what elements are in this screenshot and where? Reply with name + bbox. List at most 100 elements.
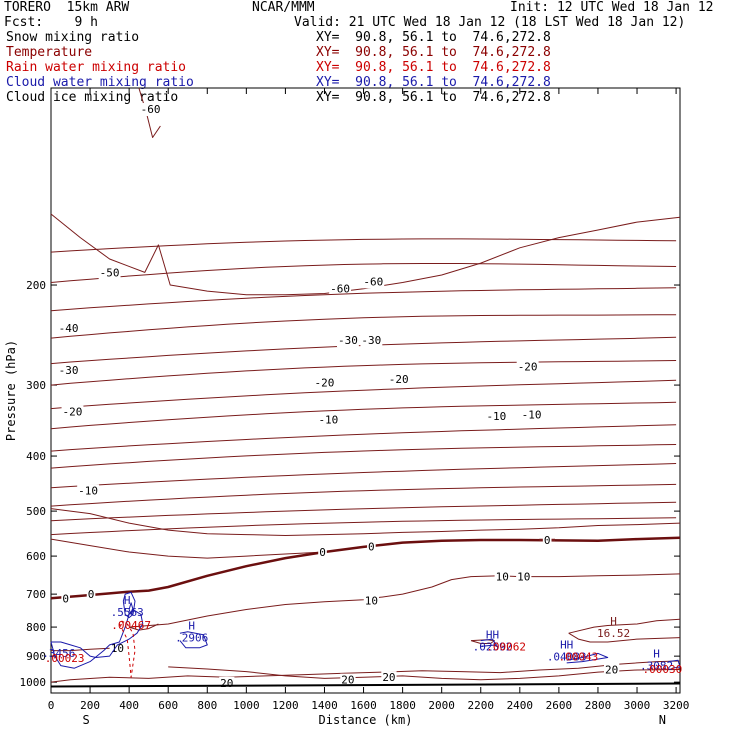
contour-upper	[50, 483, 677, 507]
contour-label-ten: 10	[111, 642, 124, 655]
contour-sixteen	[568, 618, 681, 634]
contour-sixteen-b	[568, 632, 681, 643]
x-tick-label: 3200	[663, 699, 690, 712]
contour-label-minus30: -30	[338, 334, 358, 347]
contour-label-minus10: -10	[486, 410, 506, 423]
model-name: TORERO 15km ARW	[4, 0, 130, 15]
contour-upper	[50, 501, 677, 522]
contour-upper	[50, 444, 677, 469]
contour-label-minus40: -40	[59, 322, 79, 335]
contour-label-twenty: 20	[605, 663, 618, 676]
contour-upper	[50, 238, 677, 253]
label-mask	[313, 376, 336, 390]
extremum-mark: H	[188, 619, 195, 632]
field-name-temperature: Temperature	[6, 45, 93, 60]
contour-label-minus20: -20	[63, 406, 83, 419]
rain-water-contour	[118, 620, 136, 678]
cloud-water-contour	[668, 659, 681, 669]
label-mask	[387, 373, 410, 387]
valid-time: Valid: 21 UTC Wed 18 Jan 12 (18 LST Wed …	[294, 15, 686, 30]
cloud-water-contour	[122, 591, 136, 619]
center-name: NCAR/MMM	[252, 0, 315, 15]
extremum-value: .3456	[42, 647, 75, 660]
label-mask	[360, 334, 383, 348]
contour-label-minus30: -30	[59, 364, 79, 377]
contour-label-zero: 0	[544, 534, 551, 547]
contour-label-minus60: -60	[141, 103, 161, 116]
contour-upper	[50, 360, 677, 386]
contour-upper	[50, 379, 677, 410]
contour-label-ten: 10	[517, 571, 530, 584]
x-tick-label: 400	[119, 699, 139, 712]
cloud-water-contour	[566, 652, 609, 664]
x-tick-label: 2000	[428, 699, 455, 712]
y-tick-label: 500	[26, 505, 46, 518]
surface-line	[50, 682, 681, 688]
contour-label-minus30: -30	[361, 334, 381, 347]
x-tick-label: 1200	[272, 699, 299, 712]
cloud-water-contour	[480, 638, 497, 647]
label-mask	[86, 588, 96, 602]
contour-upper	[50, 517, 677, 536]
contour-label-ten: 10	[496, 571, 509, 584]
extremum-value: .2906	[175, 631, 208, 644]
label-mask	[98, 266, 121, 280]
label-mask	[516, 570, 532, 584]
label-mask	[367, 540, 376, 554]
contour-label-minus20: -20	[389, 373, 409, 386]
label-mask	[520, 408, 543, 422]
label-mask	[57, 321, 80, 335]
x-tick-label: 800	[197, 699, 217, 712]
cloud-water-contour	[50, 609, 144, 669]
contour-ten-b	[128, 623, 159, 631]
forecast-hour: Fcst: 9 h	[4, 15, 98, 30]
label-mask	[363, 594, 379, 608]
label-mask	[109, 641, 126, 655]
extremum-mark: HH	[486, 629, 499, 642]
contour-twenty-left	[51, 647, 110, 652]
contour-lower-b	[50, 538, 325, 559]
field-xy-snow: XY= 90.8, 56.1 to 74.6,272.8	[316, 30, 551, 45]
label-mask	[77, 484, 100, 498]
axis-end-south: S	[83, 713, 90, 727]
label-mask	[336, 334, 359, 348]
x-tick-label: 1000	[233, 699, 260, 712]
label-mask	[139, 103, 162, 117]
label-mask	[604, 663, 620, 677]
field-xy-rain: XY= 90.8, 56.1 to 74.6,272.8	[316, 60, 551, 75]
extremum-value: .00043	[559, 650, 599, 663]
field-xy-cloud-water: XY= 90.8, 56.1 to 74.6,272.8	[316, 75, 551, 90]
field-xy-temperature: XY= 90.8, 56.1 to 74.6,272.8	[316, 45, 551, 60]
contour-label-minus20: -20	[518, 360, 538, 373]
y-tick-label: 300	[26, 379, 46, 392]
contour-zero-freezing	[50, 536, 681, 600]
extremum-value: .00062	[486, 641, 526, 654]
plot-frame	[50, 87, 681, 694]
extremum-value: .04083	[547, 650, 587, 663]
x-tick-label: 3000	[624, 699, 651, 712]
x-axis-label: Distance (km)	[319, 713, 413, 727]
y-axis-label: Pressure (hPa)	[4, 340, 18, 441]
contour-minus60-b	[138, 87, 161, 138]
x-tick-label: 2800	[585, 699, 612, 712]
y-tick-label: 200	[26, 279, 46, 292]
extremum-value: .5563	[111, 606, 144, 619]
extremum-value: .00030	[643, 663, 683, 676]
contour-label-minus50: -50	[100, 266, 120, 279]
contour-ten-a	[129, 573, 681, 628]
contour-upper	[50, 463, 677, 489]
contour-label-minus60: -60	[330, 283, 350, 296]
extremum-value: .02592	[473, 641, 513, 654]
contour-near-surface-b	[168, 666, 681, 681]
contour-label-zero: 0	[368, 540, 375, 553]
y-tick-label: 400	[26, 450, 46, 463]
label-mask	[340, 673, 356, 687]
field-name-cloud-water: Cloud water mixing ratio	[6, 75, 194, 90]
label-mask	[494, 570, 510, 584]
extremum-value: .3082	[640, 659, 673, 672]
label-mask	[381, 671, 397, 685]
label-mask	[61, 592, 70, 606]
contour-label-twenty: 20	[382, 671, 395, 684]
extremum-value: .00467	[111, 619, 151, 632]
contour-label-minus10: -10	[78, 485, 98, 498]
